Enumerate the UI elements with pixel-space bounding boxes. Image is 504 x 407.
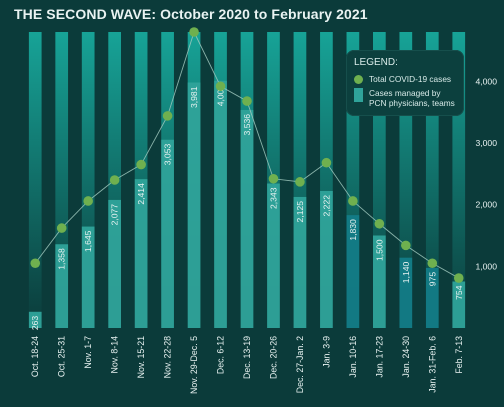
managed-bar-label: 2,222 — [321, 195, 331, 217]
managed-bar — [240, 109, 254, 329]
total-cases-point — [136, 159, 146, 170]
legend-title: LEGEND: — [354, 57, 398, 68]
legend-total-label: Total COVID-19 cases — [369, 74, 452, 84]
managed-bar — [108, 199, 121, 328]
x-tick-label: Jan. 24-30 — [401, 336, 411, 378]
legend-managed-marker — [354, 88, 363, 102]
x-tick-label: Nov. 15-21 — [136, 336, 146, 378]
background-column — [28, 32, 42, 328]
total-cases-point — [374, 218, 385, 229]
total-cases-point — [453, 273, 464, 283]
total-cases-point — [30, 258, 41, 269]
legend: LEGEND: Total COVID-19 cases Cases manag… — [346, 50, 464, 116]
managed-bar — [28, 311, 42, 328]
managed-bar — [55, 244, 69, 328]
managed-bar-label: 2,414 — [136, 183, 146, 205]
x-tick-label: Dec. 27-Jan. 2 — [295, 336, 305, 393]
y-tick-label: 2,000 — [475, 200, 497, 210]
managed-bar-label: 3,536 — [242, 114, 252, 136]
x-tick-label: Dec. 20-26 — [268, 336, 278, 379]
managed-bar-label: 2,125 — [295, 201, 305, 223]
total-cases-point — [321, 157, 332, 168]
total-cases-point — [427, 258, 438, 269]
managed-bar-label: 754 — [454, 285, 464, 300]
managed-bar-label: 3,053 — [163, 144, 173, 166]
managed-bar — [214, 80, 227, 328]
x-tick-label: Dec. 6-12 — [216, 336, 226, 374]
total-cases-point — [242, 96, 252, 106]
managed-bar — [134, 179, 148, 328]
y-tick-label: 3,000 — [475, 138, 497, 148]
legend-managed-line1: Cases managed by — [369, 88, 441, 98]
total-cases-point — [56, 223, 67, 233]
managed-bar — [373, 235, 386, 328]
legend-total-marker — [354, 74, 363, 84]
legend-item-total: Total COVID-19 cases — [354, 74, 451, 84]
managed-bar-label: 975 — [427, 272, 437, 287]
managed-bar — [425, 267, 439, 328]
managed-bar-label: 4,009 — [216, 85, 226, 107]
managed-bar — [267, 183, 280, 328]
total-cases-point — [189, 27, 199, 37]
legend-managed-label: Cases managed by PCN physicians, teams — [369, 88, 455, 108]
x-tick-label: Nov. 1-7 — [83, 336, 93, 369]
managed-bar — [81, 226, 95, 328]
managed-bar-label: 2,077 — [110, 204, 120, 226]
managed-bar — [293, 196, 307, 328]
managed-bar-label: 1,645 — [83, 230, 93, 252]
managed-bar-label: 263 — [30, 316, 40, 331]
managed-bar — [161, 139, 174, 328]
x-tick-label: Jan. 31-Feb. 6 — [427, 336, 437, 393]
managed-bar-label: 1,140 — [401, 261, 411, 283]
total-cases-point — [401, 240, 411, 251]
x-tick-label: Jan. 10-16 — [348, 336, 358, 378]
x-tick-label: Oct. 18-24 — [30, 336, 40, 377]
total-cases-point — [109, 175, 120, 185]
managed-bar — [452, 281, 466, 328]
managed-bar — [187, 82, 201, 328]
managed-bar-label: 1,830 — [348, 219, 358, 241]
x-tick-label: Dec. 13-19 — [242, 336, 252, 379]
x-tick-label: Jan. 3-9 — [321, 336, 331, 368]
total-cases-point — [83, 196, 93, 206]
x-tick-label: Nov. 22-28 — [163, 336, 173, 378]
managed-bar-label: 3,981 — [189, 86, 199, 108]
y-tick-label: 1,000 — [475, 261, 497, 271]
managed-bar — [320, 190, 333, 328]
total-cases-point — [295, 177, 305, 187]
x-tick-label: Jan. 17-23 — [374, 336, 384, 378]
total-cases-point — [162, 111, 173, 121]
total-cases-point — [268, 173, 279, 184]
managed-bar-label: 1,358 — [57, 248, 67, 270]
total-cases-point — [215, 81, 226, 92]
x-tick-label: Oct. 25-31 — [57, 336, 67, 377]
x-tick-label: Feb. 7-13 — [454, 336, 464, 374]
managed-bar-label: 2,343 — [268, 187, 278, 209]
chart-title: THE SECOND WAVE: October 2020 to Februar… — [14, 6, 368, 22]
x-tick-label: Nov. 29-Dec. 5 — [189, 336, 199, 394]
total-cases-point — [348, 196, 358, 206]
y-tick-label: 4,000 — [475, 76, 497, 86]
legend-item-managed: Cases managed by PCN physicians, teams — [354, 88, 455, 108]
managed-bar-label: 1,500 — [374, 239, 384, 261]
x-tick-label: Nov. 8-14 — [110, 336, 120, 374]
legend-managed-line2: PCN physicians, teams — [369, 98, 455, 108]
managed-bar — [346, 215, 360, 328]
managed-bar — [399, 257, 413, 328]
